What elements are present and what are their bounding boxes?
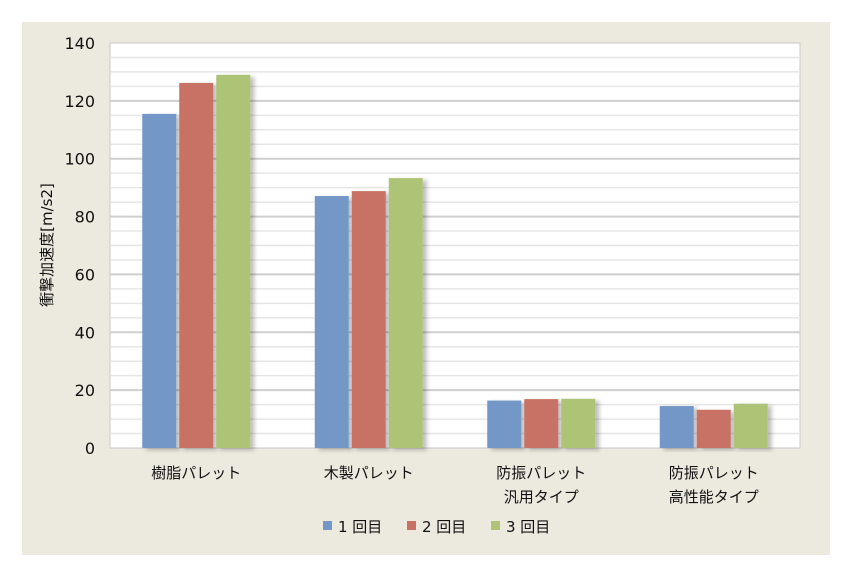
y-tick-label: 100 [64, 150, 95, 169]
bar-2回目 [179, 82, 214, 449]
y-tick-label: 20 [75, 381, 95, 400]
legend-swatch [491, 521, 500, 530]
legend-label: 1 回目 [338, 518, 382, 536]
y-tick-label: 120 [64, 92, 95, 111]
bar-2回目 [351, 191, 386, 448]
bar-3回目 [733, 403, 768, 448]
y-axis-label: 衝撃加速度[m/s2] [38, 183, 56, 307]
x-tick-label: 高性能タイプ [669, 488, 759, 506]
bar-2回目 [696, 409, 731, 448]
bar-1回目 [142, 113, 177, 448]
y-tick-label: 60 [75, 265, 95, 284]
bar-2回目 [524, 399, 559, 448]
x-tick-label: 防振パレット [669, 464, 759, 482]
y-tick-label: 80 [75, 208, 95, 227]
legend-swatch [323, 521, 332, 530]
y-tick-label: 140 [64, 34, 95, 53]
x-tick-label: 汎用タイプ [504, 488, 579, 506]
bar-3回目 [388, 178, 423, 448]
x-tick-label: 樹脂パレット [151, 464, 241, 482]
bar-1回目 [487, 400, 522, 448]
bar-1回目 [659, 406, 694, 448]
bar-3回目 [561, 398, 596, 448]
bar-3回目 [216, 74, 251, 449]
y-tick-label: 40 [75, 323, 95, 342]
legend-swatch [407, 521, 416, 530]
x-tick-label: 木製パレット [324, 464, 414, 482]
y-tick-label: 0 [85, 439, 95, 458]
x-tick-label: 防振パレット [496, 464, 586, 482]
bar-1回目 [314, 196, 349, 448]
legend-label: 3 回目 [506, 518, 550, 536]
legend-label: 2 回目 [422, 518, 466, 536]
